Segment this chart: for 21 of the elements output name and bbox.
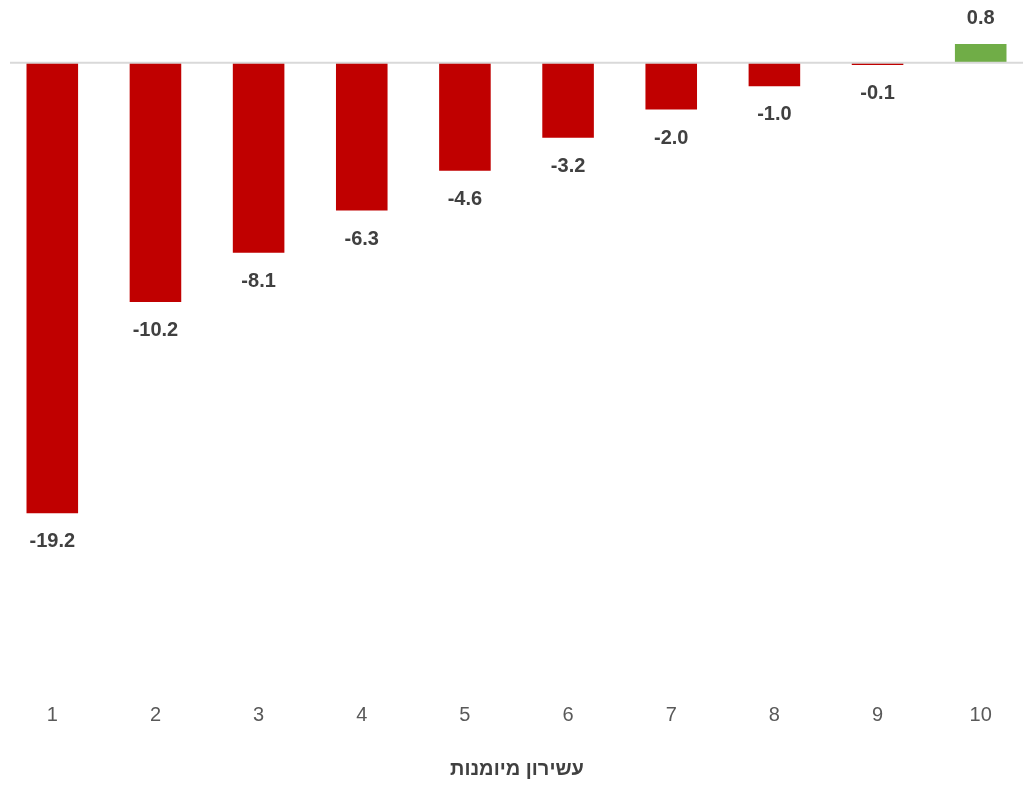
- data-label: -6.3: [344, 226, 379, 249]
- data-label: -1.0: [757, 102, 792, 125]
- x-axis-title: עשירון מיומנות: [450, 756, 584, 779]
- x-tick-label: 5: [459, 702, 471, 725]
- x-tick-label: 9: [871, 702, 884, 725]
- data-label: -10.2: [132, 318, 179, 341]
- x-tick-label: 3: [253, 702, 265, 725]
- x-tick-label: 8: [768, 702, 780, 725]
- data-label: -2.0: [654, 125, 689, 148]
- data-label: -19.2: [29, 529, 76, 552]
- x-tick-label: 6: [562, 702, 574, 725]
- x-tick-label: 10: [969, 702, 992, 725]
- data-label: -3.2: [550, 153, 586, 176]
- x-tick-label: 1: [46, 702, 58, 725]
- data-label: -8.1: [241, 268, 276, 291]
- data-label: 0.8: [966, 5, 995, 28]
- x-tick-label: 7: [665, 702, 677, 725]
- x-tick-label: 4: [356, 702, 368, 725]
- data-label: -0.1: [860, 81, 895, 104]
- data-label: -4.6: [447, 186, 483, 209]
- x-tick-label: 2: [149, 702, 162, 725]
